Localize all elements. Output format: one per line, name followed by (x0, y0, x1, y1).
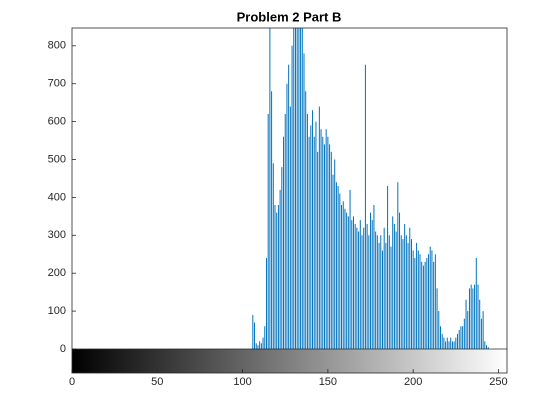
x-tick-label: 0 (69, 376, 75, 388)
y-tick-label: 300 (48, 229, 66, 241)
y-tick-label: 400 (48, 191, 66, 203)
y-tick-label: 0 (60, 343, 66, 355)
x-tick-label: 100 (233, 376, 251, 388)
x-tick-label: 50 (151, 376, 163, 388)
y-tick-label: 500 (48, 153, 66, 165)
colorbar (72, 349, 507, 373)
y-tick-label: 800 (48, 40, 66, 52)
x-tick-label: 200 (404, 376, 422, 388)
y-tick-label: 600 (48, 116, 66, 128)
x-tick-label: 150 (319, 376, 337, 388)
y-tick-label: 100 (48, 305, 66, 317)
chart-title: Problem 2 Part B (237, 9, 342, 24)
x-tick-label: 250 (489, 376, 507, 388)
axes-box (71, 27, 508, 374)
y-tick-label: 200 (48, 267, 66, 279)
y-tick-label: 700 (48, 78, 66, 90)
